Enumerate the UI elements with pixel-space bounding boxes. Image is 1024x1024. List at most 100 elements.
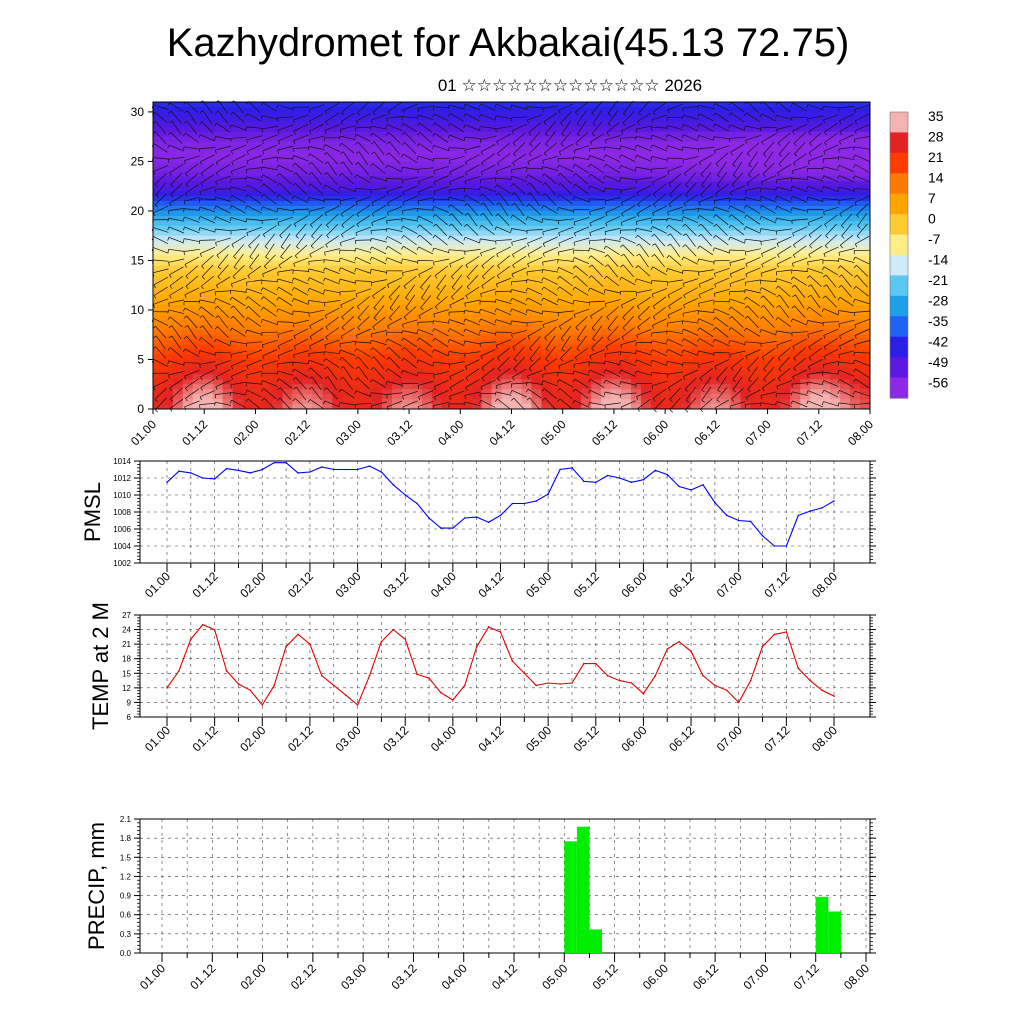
heatmap-cell: [401, 210, 413, 217]
heatmap-cell: [162, 136, 174, 143]
heatmap-cell: [830, 389, 841, 395]
heatmap-cell: [322, 319, 333, 326]
heatmap-cell: [640, 171, 652, 177]
heatmap-cell: [282, 102, 293, 108]
heatmap-cell: [461, 354, 473, 360]
heatmap-cell: [820, 339, 831, 346]
heatmap-cell: [611, 379, 622, 385]
heatmap-cell: [511, 265, 522, 271]
heatmap-cell: [352, 116, 363, 123]
heatmap-cell: [431, 265, 443, 271]
heatmap-cell: [621, 324, 632, 331]
heatmap-cell: [153, 379, 164, 385]
wind-barb: [248, 306, 261, 318]
heatmap-cell: [352, 235, 363, 242]
heatmap-cell: [860, 389, 871, 395]
heatmap-cell: [441, 245, 453, 252]
heatmap-cell: [212, 379, 224, 385]
heatmap-cell: [292, 176, 303, 182]
heatmap-cell: [202, 339, 214, 346]
heatmap-cell: [292, 399, 303, 405]
heatmap-cell: [850, 141, 861, 148]
heatmap-cell: [611, 309, 622, 316]
heatmap-cell: [272, 399, 283, 405]
heatmap-cell: [392, 374, 403, 380]
heatmap-cell: [660, 285, 672, 291]
heatmap-cell: [640, 225, 652, 232]
heatmap-cell: [591, 191, 602, 197]
heatmap-cell: [461, 349, 473, 356]
heatmap-cell: [491, 196, 503, 202]
heatmap-cell: [352, 136, 363, 143]
heatmap-cell: [700, 379, 712, 385]
heatmap-cell: [621, 314, 632, 321]
heatmap-cell: [192, 141, 204, 148]
wind-barb: [246, 226, 262, 234]
heatmap-cell: [421, 369, 433, 375]
heatmap-cell: [262, 275, 273, 281]
heatmap-cell: [581, 265, 592, 271]
heatmap-cell: [501, 102, 512, 108]
heatmap-cell: [192, 151, 204, 157]
heatmap-cell: [840, 349, 851, 356]
heatmap-cell: [541, 186, 552, 192]
heatmap-cell: [441, 136, 453, 143]
heatmap-cell: [202, 324, 214, 331]
heatmap-cell: [302, 131, 313, 138]
heatmap-cell: [710, 399, 722, 405]
heatmap-cell: [581, 309, 592, 316]
heatmap-cell: [650, 394, 662, 400]
wind-barb-flag: [216, 285, 219, 289]
heatmap-cell: [621, 205, 632, 212]
heatmap-cell: [491, 250, 503, 256]
heatmap-cell: [421, 151, 433, 157]
wind-barb: [169, 275, 183, 287]
heatmap-cell: [342, 290, 353, 296]
heatmap-cell: [471, 176, 483, 182]
heatmap-cell: [631, 265, 642, 271]
wind-barb-flag: [246, 365, 249, 370]
heatmap-cell: [352, 394, 363, 400]
heatmap-cell: [710, 151, 722, 157]
heatmap-cell: [770, 126, 781, 133]
heatmap-cell: [840, 106, 851, 113]
heatmap-cell: [392, 111, 403, 118]
heatmap-cell: [710, 265, 722, 271]
heatmap-cell: [740, 324, 751, 331]
heatmap-cell: [631, 196, 642, 202]
heatmap-cell: [382, 389, 393, 395]
heatmap-cell: [182, 270, 194, 276]
heatmap-cell: [481, 265, 493, 271]
heatmap-cell: [262, 309, 273, 316]
heatmap-cell: [591, 379, 602, 385]
heatmap-cell: [830, 339, 841, 346]
heatmap-cell: [650, 324, 662, 331]
heatmap-cell: [650, 369, 662, 375]
heatmap-cell: [441, 166, 453, 172]
heatmap-cell: [232, 106, 244, 113]
heatmap-cell: [182, 349, 194, 356]
heatmap-cell: [621, 404, 632, 410]
wind-barb: [230, 289, 247, 293]
heatmap-cell: [531, 359, 542, 365]
heatmap-cell: [451, 131, 463, 138]
wind-barb-flag: [277, 149, 279, 154]
heatmap-cell: [680, 171, 692, 177]
heatmap-cell: [302, 245, 313, 252]
heatmap-cell: [750, 121, 761, 128]
heatmap-cell: [780, 394, 791, 400]
heatmap-cell: [700, 265, 712, 271]
heatmap-cell: [262, 354, 273, 360]
heatmap-cell: [840, 384, 851, 390]
heatmap-cell: [730, 280, 742, 286]
heatmap-cell: [501, 339, 512, 346]
heatmap-cell: [690, 186, 702, 192]
heatmap-cell: [162, 146, 174, 153]
heatmap-cell: [730, 260, 742, 266]
heatmap-cell: [382, 265, 393, 271]
heatmap-cell: [740, 131, 751, 138]
heatmap-cell: [561, 394, 572, 400]
heatmap-cell: [262, 349, 273, 356]
heatmap-cell: [571, 156, 582, 162]
heatmap-cell: [830, 290, 841, 296]
